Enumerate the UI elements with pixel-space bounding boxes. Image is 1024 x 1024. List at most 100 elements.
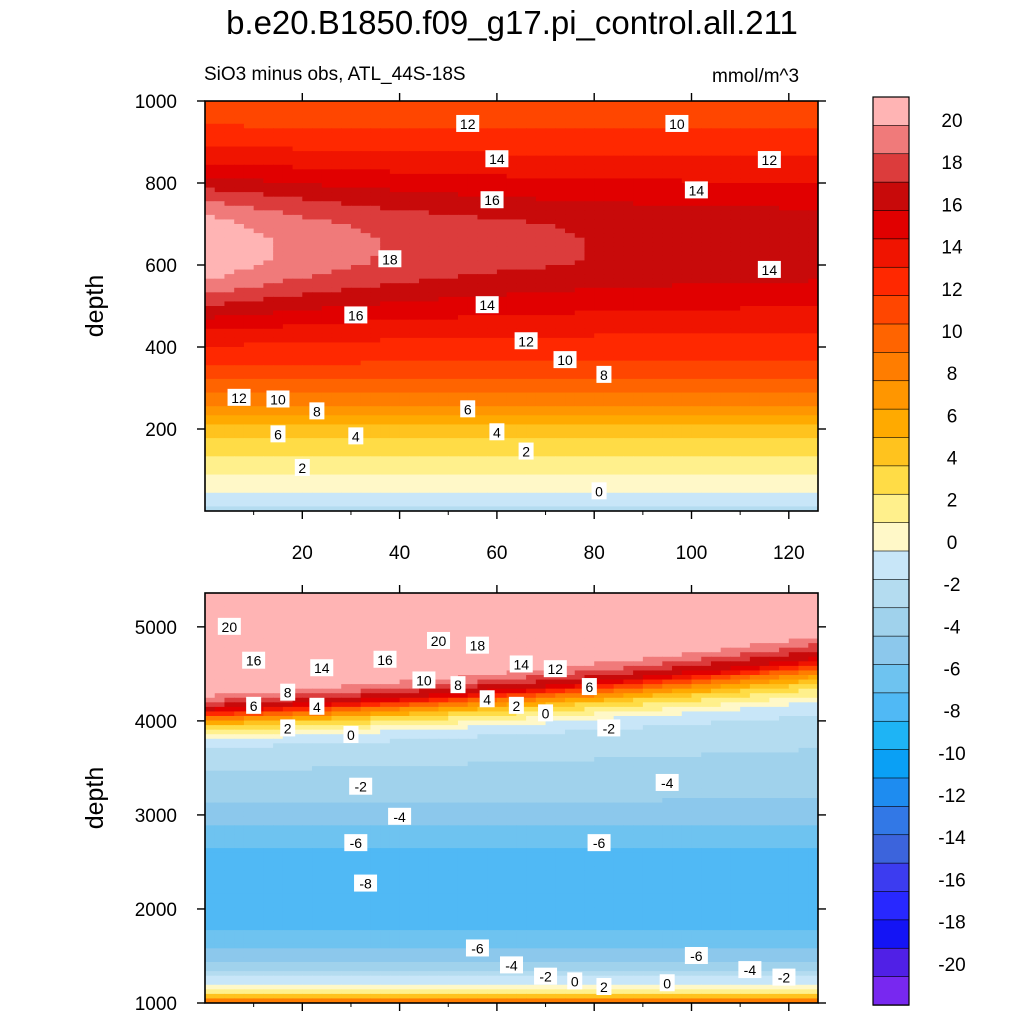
field-cell [740, 132, 751, 139]
field-cell [253, 155, 264, 161]
field-cell [205, 183, 216, 189]
field-cell [350, 378, 362, 385]
field-cell [555, 137, 566, 143]
field-cell [565, 246, 576, 252]
field-cell [516, 233, 527, 239]
field-cell [370, 397, 381, 403]
field-cell [360, 456, 372, 462]
field-cell [788, 274, 800, 280]
field-cell [312, 201, 323, 207]
field-cell [477, 278, 488, 284]
field-cell [701, 296, 712, 303]
field-cell [419, 456, 430, 462]
field-cell [350, 447, 362, 453]
field-cell [389, 438, 401, 444]
field-cell [448, 433, 459, 439]
field-cell [759, 187, 770, 193]
field-cell [769, 306, 780, 312]
field-cell [769, 406, 780, 412]
field-cell [613, 310, 624, 316]
field-cell [341, 219, 352, 225]
field-cell [302, 219, 313, 225]
field-cell [224, 137, 235, 143]
field-cell [623, 101, 634, 107]
field-cell [808, 178, 818, 184]
field-cell [438, 315, 449, 321]
field-cell [749, 347, 761, 353]
field-cell [467, 246, 479, 252]
field-cell [808, 269, 818, 275]
field-cell [331, 265, 342, 271]
field-cell [496, 347, 508, 353]
field-cell [672, 456, 683, 462]
field-cell [438, 406, 449, 412]
field-cell [282, 233, 294, 239]
field-cell [243, 306, 255, 312]
field-cell [681, 337, 693, 344]
field-cell [613, 123, 624, 129]
field-cell [341, 456, 352, 462]
field-cell [652, 214, 663, 221]
field-cell [652, 306, 663, 312]
field-cell [360, 255, 372, 262]
field-cell [633, 315, 644, 321]
field-cell [788, 101, 800, 107]
field-cell [652, 173, 663, 180]
field-cell [331, 347, 342, 353]
field-cell [740, 255, 751, 262]
field-cell [341, 392, 352, 398]
field-cell [370, 401, 381, 407]
field-cell [740, 406, 751, 412]
field-cell [428, 146, 440, 152]
field-cell [360, 132, 372, 139]
field-cell [448, 160, 459, 166]
field-cell [350, 233, 362, 239]
field-cell [730, 123, 741, 129]
field-cell [584, 324, 595, 330]
field-cell [243, 283, 255, 289]
field-cell [535, 287, 547, 293]
field-cell [798, 292, 809, 298]
field-cell [234, 419, 245, 426]
field-cell [506, 201, 517, 207]
field-cell [662, 228, 673, 234]
field-cell [234, 438, 245, 444]
field-cell [516, 183, 527, 189]
field-cell [350, 196, 362, 202]
field-cell [477, 438, 488, 444]
field-cell [779, 160, 790, 166]
field-cell [273, 210, 284, 216]
field-cell [419, 351, 430, 357]
field-cell [730, 356, 741, 362]
field-cell [701, 365, 712, 371]
field-cell [389, 183, 401, 189]
field-cell [380, 374, 391, 380]
field-cell [574, 287, 586, 293]
field-cell [740, 369, 751, 375]
field-cell [234, 246, 245, 252]
field-cell [545, 114, 556, 120]
field-cell [720, 319, 732, 325]
field-cell [623, 265, 634, 271]
field-cell [623, 128, 634, 134]
field-cell [438, 187, 449, 193]
field-cell [808, 337, 818, 344]
field-cell [321, 410, 333, 416]
field-cell [380, 319, 391, 325]
field-cell [769, 429, 780, 435]
field-cell [642, 451, 654, 457]
field-cell [292, 337, 303, 344]
field-cell [214, 419, 226, 426]
field-cell [321, 406, 333, 412]
field-cell [535, 201, 547, 207]
field-cell [535, 110, 547, 116]
field-cell [759, 415, 770, 421]
field-cell [603, 242, 615, 248]
field-cell [710, 315, 722, 321]
field-cell [457, 146, 469, 152]
field-cell [370, 374, 381, 380]
field-cell [808, 160, 818, 166]
field-cell [273, 283, 284, 289]
field-cell [428, 274, 440, 280]
field-cell [282, 337, 294, 344]
